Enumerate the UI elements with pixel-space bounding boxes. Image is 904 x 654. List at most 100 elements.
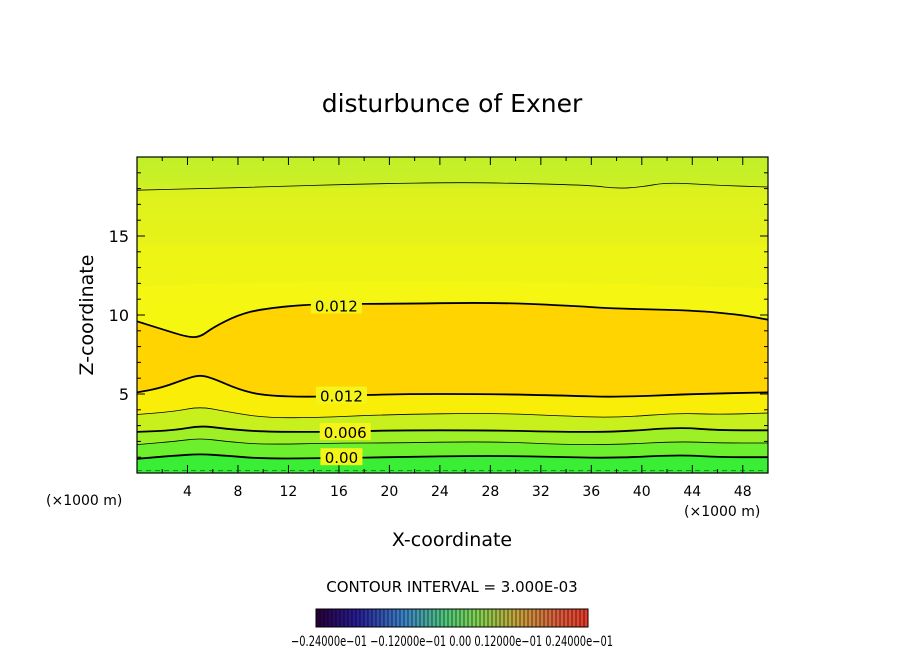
colorbar-segment: [408, 609, 412, 627]
colorbar-segment: [528, 609, 532, 627]
colorbar-segment: [372, 609, 376, 627]
colorbar-segment: [416, 609, 420, 627]
colorbar-segment: [516, 609, 520, 627]
contour-line-6: [137, 182, 768, 191]
colorbar-segment: [432, 609, 436, 627]
colorbar-segment: [472, 609, 476, 627]
colorbar-segment: [424, 609, 428, 627]
contour-label-0: 0.012: [315, 298, 358, 316]
x-tick-label: 24: [431, 484, 449, 500]
colorbar-segment: [512, 609, 516, 627]
colorbar-segment: [556, 609, 560, 627]
colorbar-segment: [412, 609, 416, 627]
colorbar-segment: [576, 609, 580, 627]
colorbar-segment: [420, 609, 424, 627]
colorbar-segment: [348, 609, 352, 627]
colorbar-segment: [400, 609, 404, 627]
colorbar-segment: [496, 609, 500, 627]
colorbar-segment: [364, 609, 368, 627]
plot-area: [137, 157, 768, 473]
colorbar-segment: [392, 609, 396, 627]
x-tick-label: 32: [532, 484, 550, 500]
x-unit-left: (×1000 m): [46, 493, 122, 509]
colorbar-segment: [444, 609, 448, 627]
contour-label-3: 0.00: [325, 449, 358, 467]
colorbar-segment: [380, 609, 384, 627]
colorbar-segment: [504, 609, 508, 627]
x-tick-label: 28: [481, 484, 499, 500]
colorbar-segment: [428, 609, 432, 627]
colorbar-segment: [368, 609, 372, 627]
x-unit-right: (×1000 m): [684, 504, 760, 520]
contour-line-4: [137, 438, 768, 446]
y-tick-label: 15: [109, 227, 129, 246]
x-tick-label: 44: [683, 484, 701, 500]
colorbar-segment: [552, 609, 556, 627]
colorbar-tick-labels: −0.24000e−01 −0.12000e−01 0.00 0.12000e−…: [291, 634, 613, 650]
contour-label-bg-0: [310, 296, 362, 314]
contour-line-0: [137, 302, 768, 339]
colorbar-segment: [540, 609, 544, 627]
colorbar-segment: [572, 609, 576, 627]
colorbar-segment: [568, 609, 572, 627]
colorbar-segment: [360, 609, 364, 627]
colorbar-segment: [336, 609, 340, 627]
contour-lines: [137, 182, 768, 460]
colorbar-segment: [332, 609, 336, 627]
colorbar-segment: [356, 609, 360, 627]
colorbar-segment: [440, 609, 444, 627]
colorbar-frame: [315, 608, 589, 628]
colorbar-segment: [396, 609, 400, 627]
x-tick-label: 4: [183, 484, 192, 500]
colorbar-segment: [460, 609, 464, 627]
colorbar: [315, 608, 589, 628]
contour-label-bg-2: [319, 422, 371, 440]
colorbar-segment: [384, 609, 388, 627]
colorbar-segment: [320, 609, 324, 627]
colorbar-segment: [388, 609, 392, 627]
max-core-region: [137, 302, 768, 397]
contour-label-bg-3: [320, 448, 363, 466]
x-tick-label: 36: [582, 484, 600, 500]
colorbar-segment: [324, 609, 328, 627]
colorbar-segment: [564, 609, 568, 627]
colorbar-segment: [452, 609, 456, 627]
x-tick-label: 8: [233, 484, 242, 500]
colorbar-segment: [448, 609, 452, 627]
chart-title: disturbunce of Exner: [322, 89, 583, 118]
x-tick-label: 20: [380, 484, 398, 500]
colorbar-segment: [436, 609, 440, 627]
colorbar-segment: [548, 609, 552, 627]
colorbar-segment: [544, 609, 548, 627]
contour-line-1: [137, 374, 768, 398]
colorbar-segment: [500, 609, 504, 627]
colorbar-segment: [316, 609, 320, 627]
colorbar-segment: [488, 609, 492, 627]
colorbar-segment: [524, 609, 528, 627]
y-tick-label: 5: [119, 385, 129, 404]
contour-label-1: 0.012: [320, 388, 363, 406]
y-axis-label: Z-coordinate: [76, 255, 98, 376]
x-tick-label: 16: [330, 484, 348, 500]
x-tick-label: 40: [633, 484, 651, 500]
x-tick-label: 48: [734, 484, 752, 500]
colorbar-segment: [344, 609, 348, 627]
x-tick-label: 12: [280, 484, 298, 500]
colorbar-segment: [584, 609, 588, 627]
contour-line-2: [137, 407, 768, 419]
contour-labels: 0.012 0.012 0.006 0.00: [310, 296, 371, 467]
colorbar-segment: [536, 609, 540, 627]
colorbar-segment: [480, 609, 484, 627]
contour-interval-label: CONTOUR INTERVAL = 3.000E-03: [326, 578, 577, 596]
contour-label-2: 0.006: [324, 424, 367, 442]
colorbar-segment: [376, 609, 380, 627]
x-axis-label: X-coordinate: [392, 529, 512, 551]
colorbar-segment: [508, 609, 512, 627]
colorbar-segment: [456, 609, 460, 627]
colorbar-segment: [580, 609, 584, 627]
colorbar-segment: [340, 609, 344, 627]
contour-label-bg-1: [315, 386, 367, 404]
colorbar-segment: [468, 609, 472, 627]
